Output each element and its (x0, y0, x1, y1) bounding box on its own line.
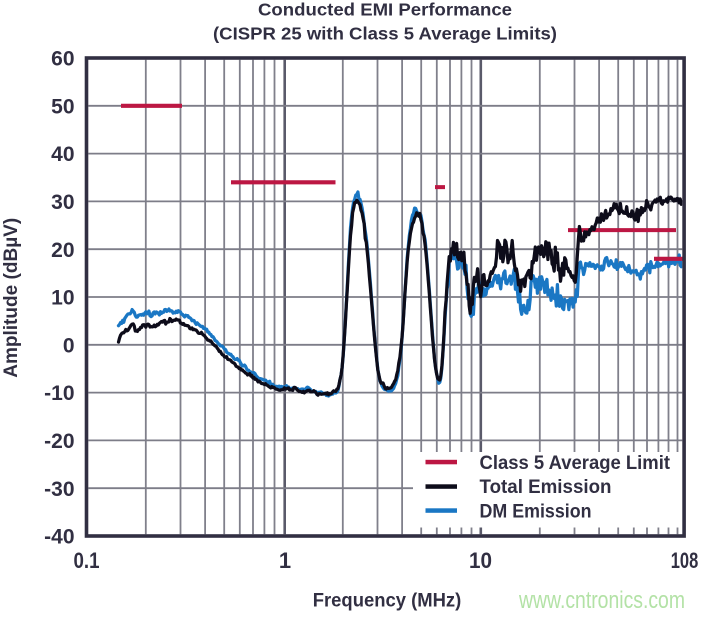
svg-text:50: 50 (51, 95, 74, 118)
svg-text:1: 1 (279, 548, 291, 573)
svg-text:Conducted EMI Performance: Conducted EMI Performance (258, 0, 512, 20)
svg-text:www.cntronics.com: www.cntronics.com (518, 587, 685, 614)
svg-text:-10: -10 (44, 382, 74, 405)
svg-text:-40: -40 (44, 526, 74, 549)
svg-text:60: 60 (51, 48, 74, 71)
svg-text:Frequency (MHz): Frequency (MHz) (313, 590, 462, 612)
svg-text:0.1: 0.1 (74, 548, 100, 573)
svg-text:Class 5 Average Limit: Class 5 Average Limit (480, 452, 671, 474)
svg-text:Amplitude (dBµV): Amplitude (dBµV) (0, 218, 22, 378)
svg-text:-20: -20 (44, 430, 74, 453)
svg-text:0: 0 (63, 334, 75, 357)
svg-text:108: 108 (671, 548, 699, 573)
svg-text:10: 10 (469, 548, 492, 573)
svg-text:-30: -30 (44, 478, 74, 501)
svg-text:10: 10 (51, 287, 74, 310)
svg-text:(CISPR 25 with Class 5 Average: (CISPR 25 with Class 5 Average Limits) (213, 24, 557, 44)
svg-text:DM Emission: DM Emission (480, 500, 592, 522)
svg-text:30: 30 (51, 191, 74, 214)
svg-text:20: 20 (51, 239, 74, 262)
svg-text:Total Emission: Total Emission (480, 476, 612, 498)
svg-text:40: 40 (51, 143, 74, 166)
